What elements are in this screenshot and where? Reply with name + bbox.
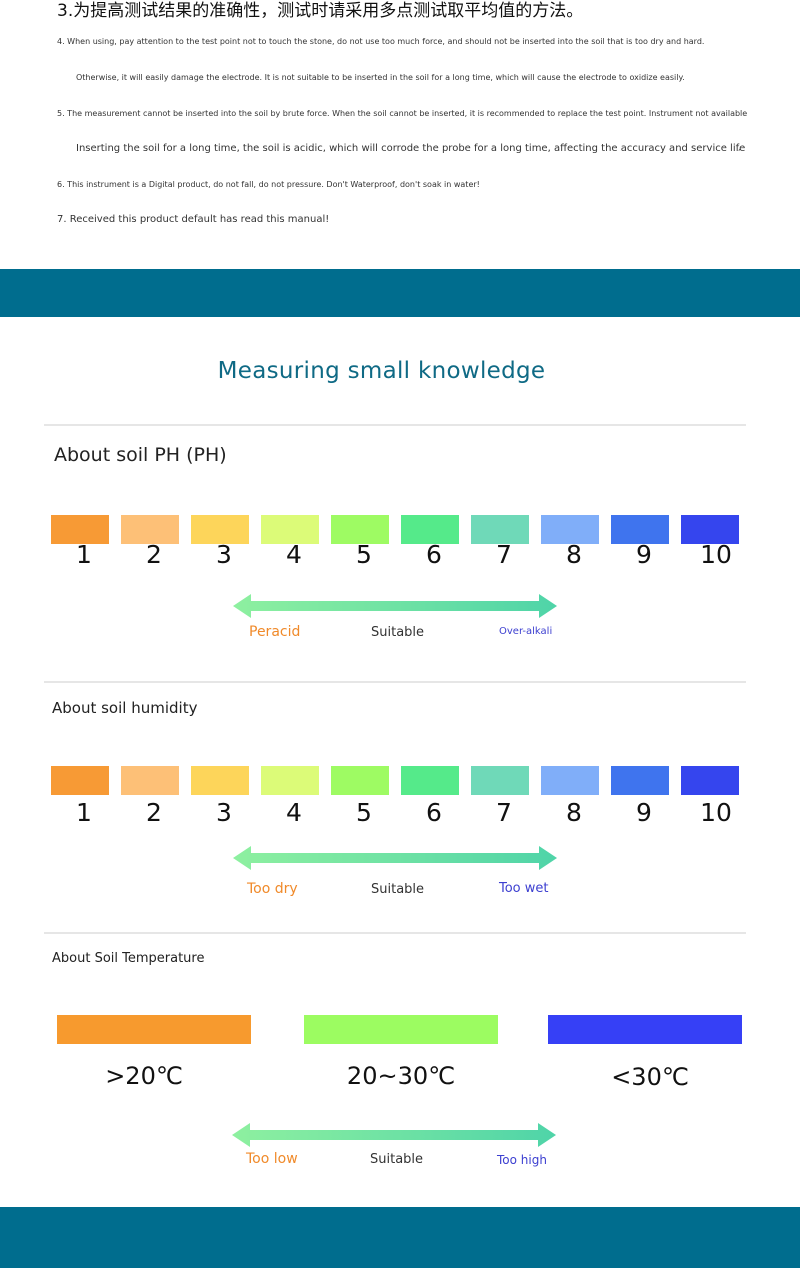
divider-ph xyxy=(44,424,746,426)
note-4: 4. When using, pay attention to the test… xyxy=(57,37,705,46)
divider-humidity xyxy=(44,681,746,683)
humidity-swatch-3 xyxy=(191,766,249,795)
ph-swatch-9 xyxy=(611,515,669,544)
humidity-swatch-8 xyxy=(541,766,599,795)
ph-left-label: Peracid xyxy=(249,624,301,640)
ph-swatch-5 xyxy=(331,515,389,544)
ph-number-6: 6 xyxy=(426,540,442,569)
temp-label-low: >20℃ xyxy=(105,1062,183,1090)
ph-number-8: 8 xyxy=(566,540,582,569)
humidity-number-3: 3 xyxy=(216,798,232,827)
humidity-swatch-7 xyxy=(471,766,529,795)
ph-number-7: 7 xyxy=(496,540,512,569)
temperature-arrow-icon xyxy=(232,1123,556,1147)
temp-bar-low xyxy=(57,1015,251,1044)
temp-label-high: <30℃ xyxy=(611,1063,689,1091)
temperature-title: About Soil Temperature xyxy=(52,951,205,966)
humidity-left-label: Too dry xyxy=(247,881,298,897)
ph-number-5: 5 xyxy=(356,540,372,569)
ph-swatch-7 xyxy=(471,515,529,544)
humidity-mid-label: Suitable xyxy=(371,882,425,897)
humidity-number-4: 4 xyxy=(286,798,302,827)
note-7: 7. Received this product default has rea… xyxy=(57,214,330,225)
temperature-mid-label: Suitable xyxy=(370,1152,424,1167)
ph-swatch-3 xyxy=(191,515,249,544)
section-band-top xyxy=(0,269,800,317)
ph-swatch-2 xyxy=(121,515,179,544)
humidity-number-2: 2 xyxy=(146,798,162,827)
note-5: 5. The measurement cannot be inserted in… xyxy=(57,109,748,118)
ph-right-label: Over-alkali xyxy=(499,626,553,637)
ph-swatch-10 xyxy=(681,515,739,544)
humidity-right-label: Too wet xyxy=(499,881,549,896)
knowledge-title: Measuring small knowledge xyxy=(217,358,546,384)
ph-number-10: 10 xyxy=(700,540,732,569)
ph-number-9: 9 xyxy=(636,540,652,569)
ph-number-3: 3 xyxy=(216,540,232,569)
humidity-swatch-1 xyxy=(51,766,109,795)
humidity-number-7: 7 xyxy=(496,798,512,827)
temp-bar-suitable xyxy=(304,1015,498,1044)
ph-number-2: 2 xyxy=(146,540,162,569)
note-4-continued: Otherwise, it will easily damage the ele… xyxy=(76,73,685,82)
divider-temperature xyxy=(44,932,746,934)
ph-arrow-icon xyxy=(233,594,557,618)
ph-swatch-6 xyxy=(401,515,459,544)
humidity-title: About soil humidity xyxy=(52,699,198,717)
humidity-number-9: 9 xyxy=(636,798,652,827)
temp-bar-high xyxy=(548,1015,742,1044)
humidity-arrow-icon xyxy=(233,846,557,870)
ph-swatch-1 xyxy=(51,515,109,544)
temperature-right-label: Too high xyxy=(497,1153,547,1167)
ph-number-4: 4 xyxy=(286,540,302,569)
temperature-left-label: Too low xyxy=(246,1151,298,1167)
ph-swatch-8 xyxy=(541,515,599,544)
note-6: 6. This instrument is a Digital product,… xyxy=(57,180,480,189)
ph-number-1: 1 xyxy=(76,540,92,569)
humidity-swatch-5 xyxy=(331,766,389,795)
section-band-bottom xyxy=(0,1207,800,1268)
humidity-swatch-4 xyxy=(261,766,319,795)
humidity-swatch-10 xyxy=(681,766,739,795)
ph-swatch-4 xyxy=(261,515,319,544)
humidity-number-5: 5 xyxy=(356,798,372,827)
humidity-number-6: 6 xyxy=(426,798,442,827)
note-5-continued: Inserting the soil for a long time, the … xyxy=(76,143,746,154)
humidity-number-10: 10 xyxy=(700,798,732,827)
instructions-heading: 3.为提高测试结果的准确性，测试时请采用多点测试取平均值的方法。 xyxy=(57,1,584,21)
humidity-number-1: 1 xyxy=(76,798,92,827)
stray-comma: , xyxy=(738,143,741,152)
temp-label-suitable: 20~30℃ xyxy=(346,1062,456,1090)
humidity-number-8: 8 xyxy=(566,798,582,827)
ph-mid-label: Suitable xyxy=(371,625,425,640)
humidity-swatch-9 xyxy=(611,766,669,795)
ph-title: About soil PH (PH) xyxy=(54,444,227,466)
humidity-swatch-2 xyxy=(121,766,179,795)
humidity-swatch-6 xyxy=(401,766,459,795)
